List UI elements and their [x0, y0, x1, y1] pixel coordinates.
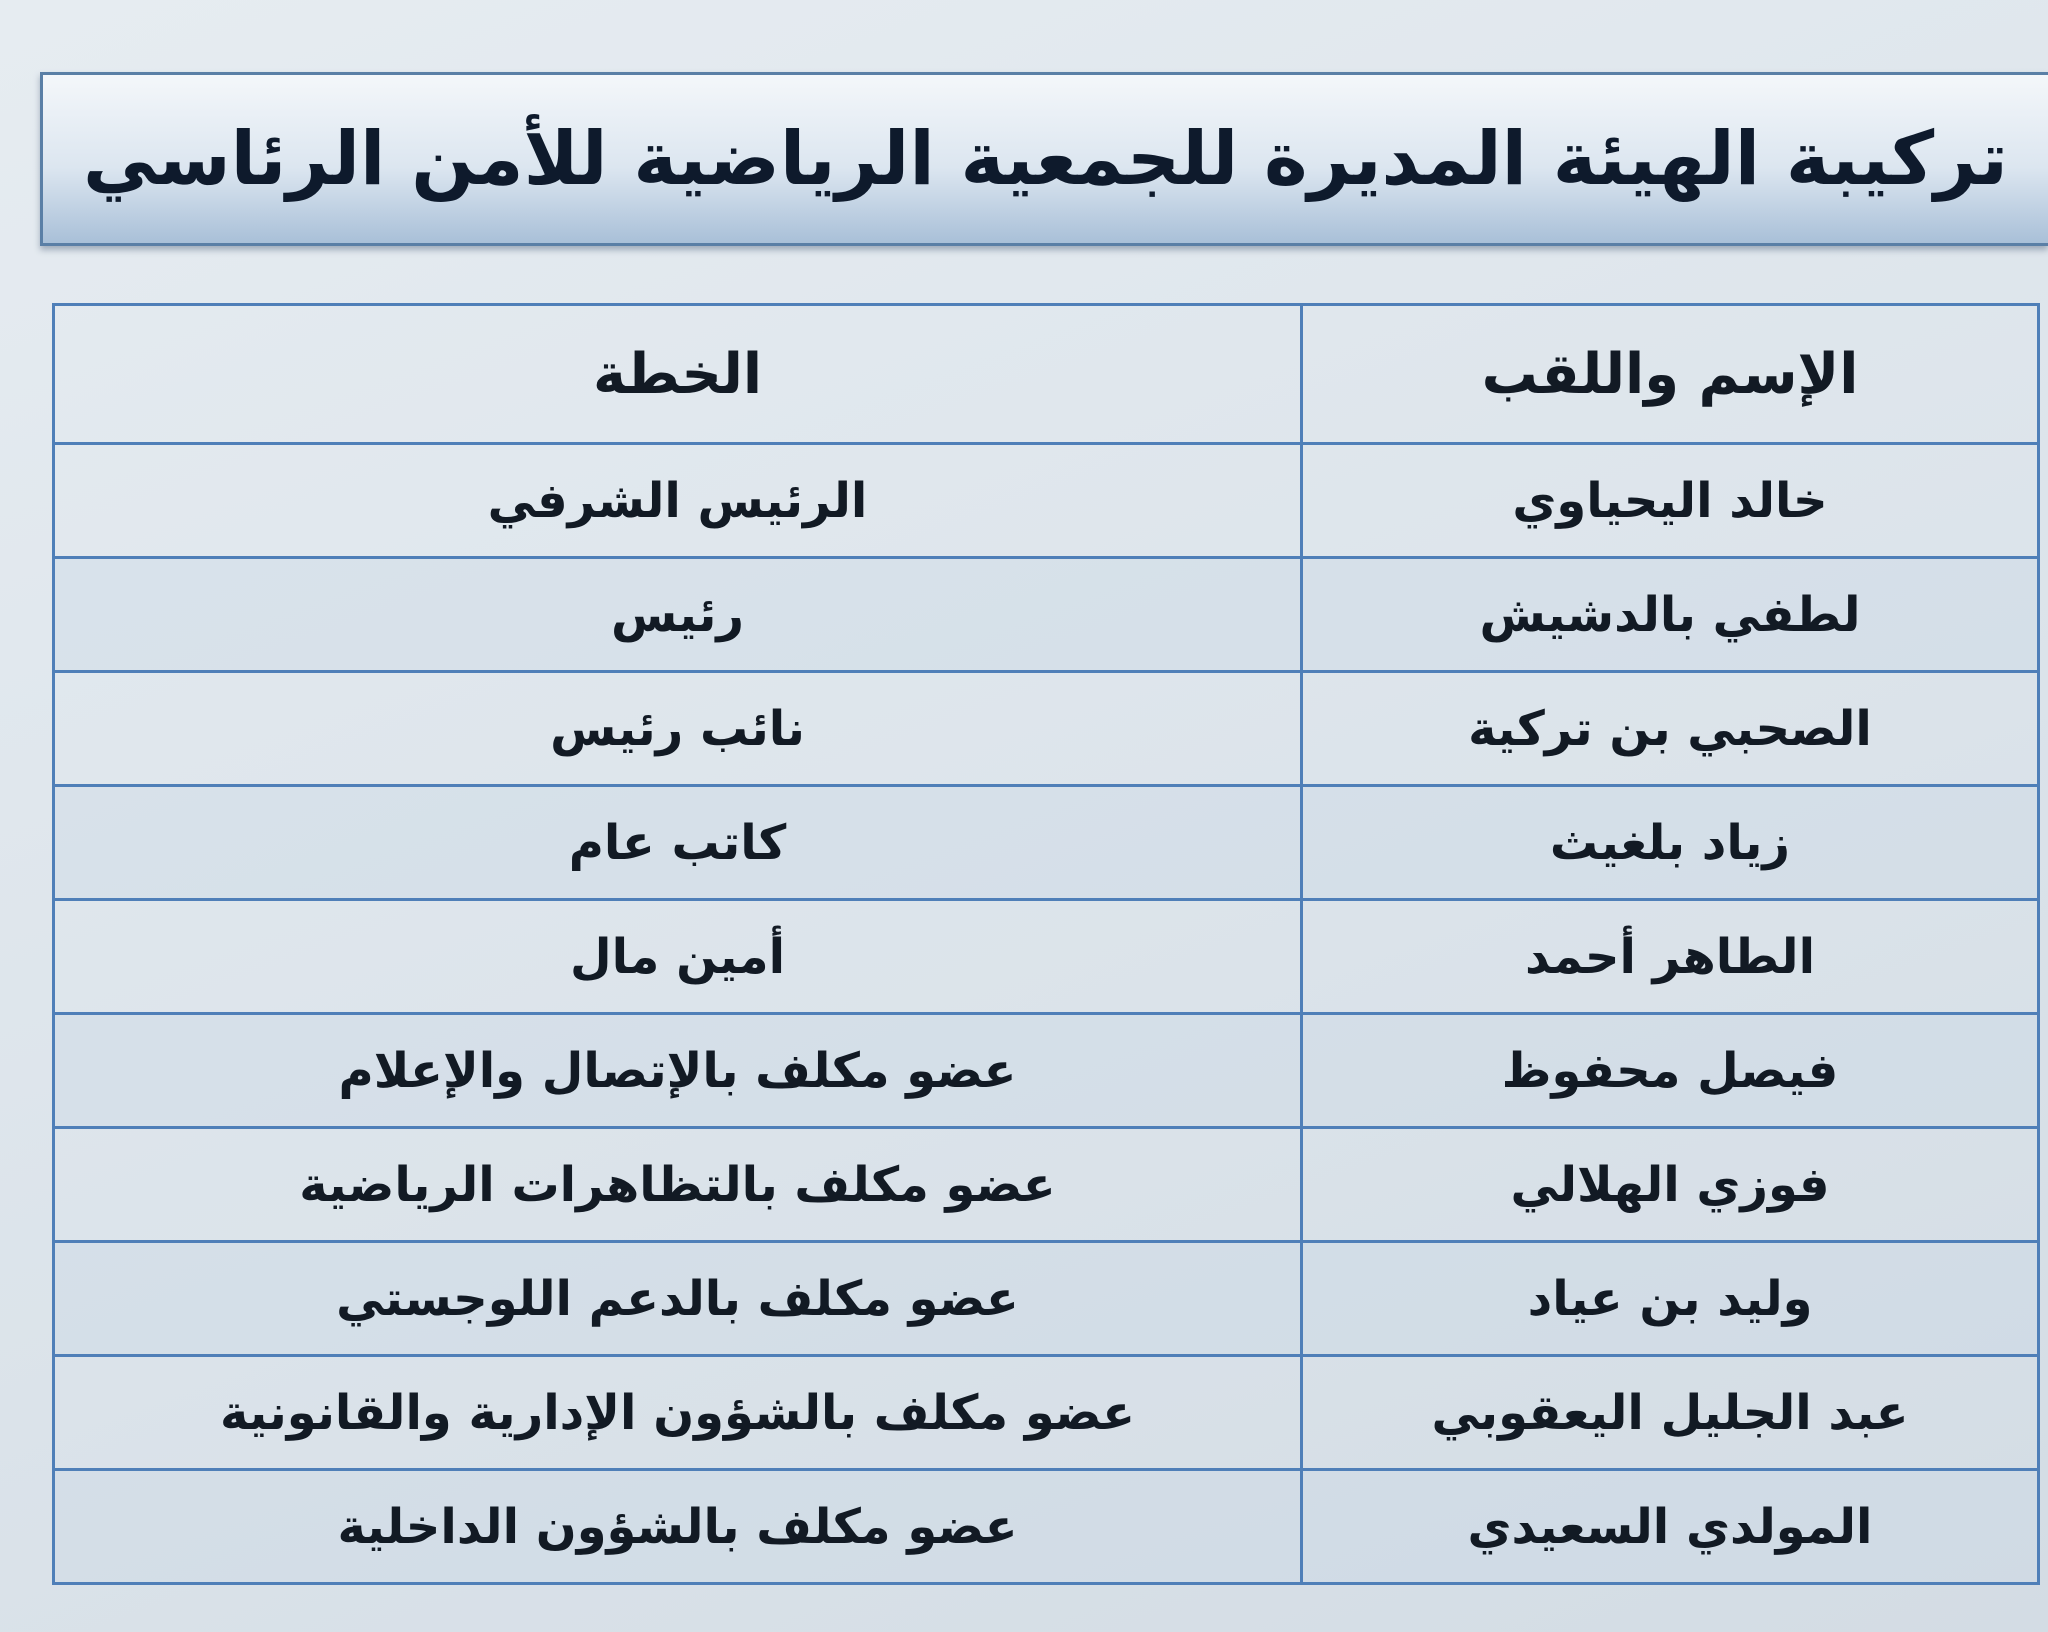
- member-name: الطاهر أحمد: [1300, 898, 2040, 1015]
- member-name: خالد اليحياوي: [1300, 442, 2040, 559]
- table-head: الإسم واللقب الخطة: [52, 303, 2040, 445]
- table-row: لطفي بالدشيش رئيس: [52, 556, 2040, 673]
- member-role: عضو مكلف بالشؤون الإدارية والقانونية: [52, 1354, 1303, 1471]
- members-table: الإسم واللقب الخطة خالد اليحياوي الرئيس ا…: [52, 303, 2040, 1585]
- column-header: الخطة: [52, 303, 1303, 445]
- member-role: عضو مكلف بالتظاهرات الرياضية: [52, 1126, 1303, 1243]
- member-role: عضو مكلف بالشؤون الداخلية: [52, 1468, 1303, 1585]
- member-name: لطفي بالدشيش: [1300, 556, 2040, 673]
- table-row: فيصل محفوظ عضو مكلف بالإتصال والإعلام: [52, 1012, 2040, 1129]
- table-row: عبد الجليل اليعقوبي عضو مكلف بالشؤون الإد…: [52, 1354, 2040, 1471]
- member-role: عضو مكلف بالإتصال والإعلام: [52, 1012, 1303, 1129]
- member-name: وليد بن عياد: [1300, 1240, 2040, 1357]
- title: تركيبة الهيئة المديرة للجمعية الرياضية ل…: [83, 116, 2008, 202]
- table-row: فوزي الهلالي عضو مكلف بالتظاهرات الرياضية: [52, 1126, 2040, 1243]
- table-row: خالد اليحياوي الرئيس الشرفي: [52, 442, 2040, 559]
- table-row: المولدي السعيدي عضو مكلف بالشؤون الداخلية: [52, 1468, 2040, 1585]
- member-role: رئيس: [52, 556, 1303, 673]
- member-role: أمين مال: [52, 898, 1303, 1015]
- member-name: فيصل محفوظ: [1300, 1012, 2040, 1129]
- member-name: زياد بلغيث: [1300, 784, 2040, 901]
- member-role: نائب رئيس: [52, 670, 1303, 787]
- member-role: كاتب عام: [52, 784, 1303, 901]
- member-name: المولدي السعيدي: [1300, 1468, 2040, 1585]
- table-row: الطاهر أحمد أمين مال: [52, 898, 2040, 1015]
- member-name: عبد الجليل اليعقوبي: [1300, 1354, 2040, 1471]
- member-name: الصحبي بن تركية: [1300, 670, 2040, 787]
- table-row: وليد بن عياد عضو مكلف بالدعم اللوجستي: [52, 1240, 2040, 1357]
- member-role: الرئيس الشرفي: [52, 442, 1303, 559]
- header-row: الإسم واللقب الخطة: [52, 303, 2040, 445]
- member-role: عضو مكلف بالدعم اللوجستي: [52, 1240, 1303, 1357]
- title-banner: تركيبة الهيئة المديرة للجمعية الرياضية ل…: [40, 72, 2048, 246]
- table-row: الصحبي بن تركية نائب رئيس: [52, 670, 2040, 787]
- table-body: خالد اليحياوي الرئيس الشرفي لطفي بالدشيش رئ…: [52, 442, 2040, 1585]
- member-name: فوزي الهلالي: [1300, 1126, 2040, 1243]
- table-row: زياد بلغيث كاتب عام: [52, 784, 2040, 901]
- column-header: الإسم واللقب: [1300, 303, 2040, 445]
